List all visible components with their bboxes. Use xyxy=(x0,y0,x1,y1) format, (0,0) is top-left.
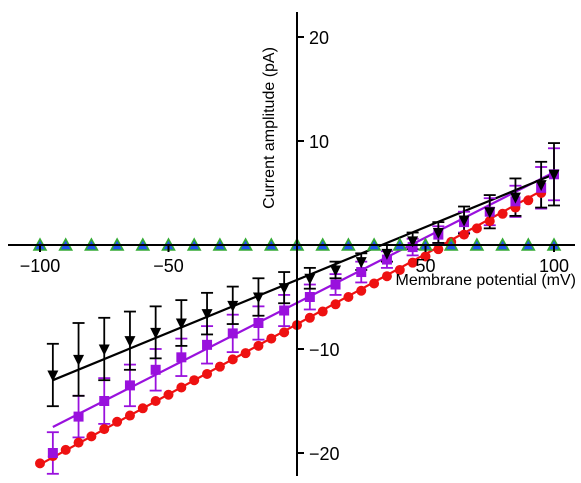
square-marker xyxy=(47,448,58,458)
circle-marker xyxy=(369,278,380,289)
square-marker xyxy=(330,279,341,290)
square-marker xyxy=(253,318,264,328)
triangle-down-marker xyxy=(355,257,367,269)
x-tick-label: 100 xyxy=(539,256,569,276)
triangle-down-marker xyxy=(535,180,547,192)
triangle-down-marker xyxy=(252,292,264,304)
circle-marker xyxy=(35,458,45,469)
fit-line xyxy=(52,171,555,428)
circle-marker xyxy=(214,361,225,372)
circle-marker xyxy=(227,354,238,365)
square-marker xyxy=(176,352,187,363)
circle-marker xyxy=(459,229,470,240)
circle-marker xyxy=(253,340,264,351)
square-marker xyxy=(304,292,315,302)
triangle-down-marker xyxy=(98,344,110,356)
circle-marker xyxy=(407,257,418,268)
y-tick-label: −20 xyxy=(309,444,340,464)
triangle-down-marker xyxy=(407,236,419,248)
circle-marker xyxy=(420,251,431,262)
square-marker xyxy=(279,305,290,316)
circle-marker xyxy=(484,216,495,227)
circle-marker xyxy=(176,382,187,393)
triangle-down-marker xyxy=(175,318,187,330)
square-marker xyxy=(227,328,238,339)
circle-marker xyxy=(497,208,508,219)
triangle-down-marker xyxy=(150,327,162,339)
circle-marker xyxy=(317,306,328,317)
circle-marker xyxy=(523,195,534,206)
x-axis-label: Membrane potential (mV) xyxy=(395,272,576,289)
circle-marker xyxy=(279,327,290,338)
fit-lines xyxy=(39,171,555,466)
x-tick-label: −100 xyxy=(20,256,61,276)
y-tick-label: 10 xyxy=(309,132,329,152)
circle-marker xyxy=(137,403,148,414)
circle-marker xyxy=(240,348,251,359)
y-tick-label: 20 xyxy=(309,28,329,48)
circle-marker xyxy=(330,299,341,310)
circle-marker xyxy=(304,312,315,323)
circle-marker xyxy=(124,410,135,421)
circle-marker xyxy=(471,223,482,234)
y-axis-label: Current amplitude (pA) xyxy=(261,47,278,209)
triangle-down-marker xyxy=(47,370,59,382)
square-marker xyxy=(150,364,161,375)
triangle-down-marker xyxy=(278,283,290,295)
y-tick-label: −10 xyxy=(309,340,340,360)
triangle-down-marker xyxy=(381,248,393,260)
circle-marker xyxy=(394,264,405,275)
fit-line xyxy=(52,173,555,382)
circle-marker xyxy=(202,368,213,379)
circle-marker xyxy=(433,244,444,255)
square-marker xyxy=(73,411,84,422)
triangle-down-marker xyxy=(201,309,213,321)
square-marker xyxy=(202,339,213,350)
triangle-down-marker xyxy=(304,273,316,285)
triangle-down-marker xyxy=(548,169,560,181)
fit-line xyxy=(39,189,542,466)
triangle-down-marker xyxy=(73,354,85,366)
triangle-down-marker xyxy=(509,192,521,204)
circle-marker xyxy=(163,389,174,400)
square-marker xyxy=(356,267,367,278)
triangle-down-marker xyxy=(124,336,136,348)
triangle-down-marker xyxy=(432,228,444,240)
circle-marker xyxy=(189,375,200,386)
circle-marker xyxy=(343,292,354,302)
tick-labels: −100 −50 50 100 20 10 −10 −20 xyxy=(20,28,569,464)
circle-marker xyxy=(73,437,84,448)
x-tick-label: −50 xyxy=(153,256,184,276)
circle-marker xyxy=(266,333,277,344)
triangle-down-marker xyxy=(330,265,342,277)
circle-marker xyxy=(60,444,71,455)
triangle-down-marker xyxy=(227,300,239,312)
circle-marker xyxy=(99,424,110,435)
circle-marker xyxy=(150,396,161,406)
axes xyxy=(8,12,575,476)
x-tick-label: 50 xyxy=(415,256,435,276)
circle-marker xyxy=(356,285,367,296)
square-marker xyxy=(124,380,135,391)
triangle-down-marker xyxy=(484,207,496,219)
circle-marker xyxy=(112,416,123,427)
square-marker xyxy=(99,396,110,406)
error-bars xyxy=(46,142,560,475)
circle-marker xyxy=(86,431,97,442)
triangle-down-marker xyxy=(458,215,470,227)
circle-marker xyxy=(381,271,392,282)
